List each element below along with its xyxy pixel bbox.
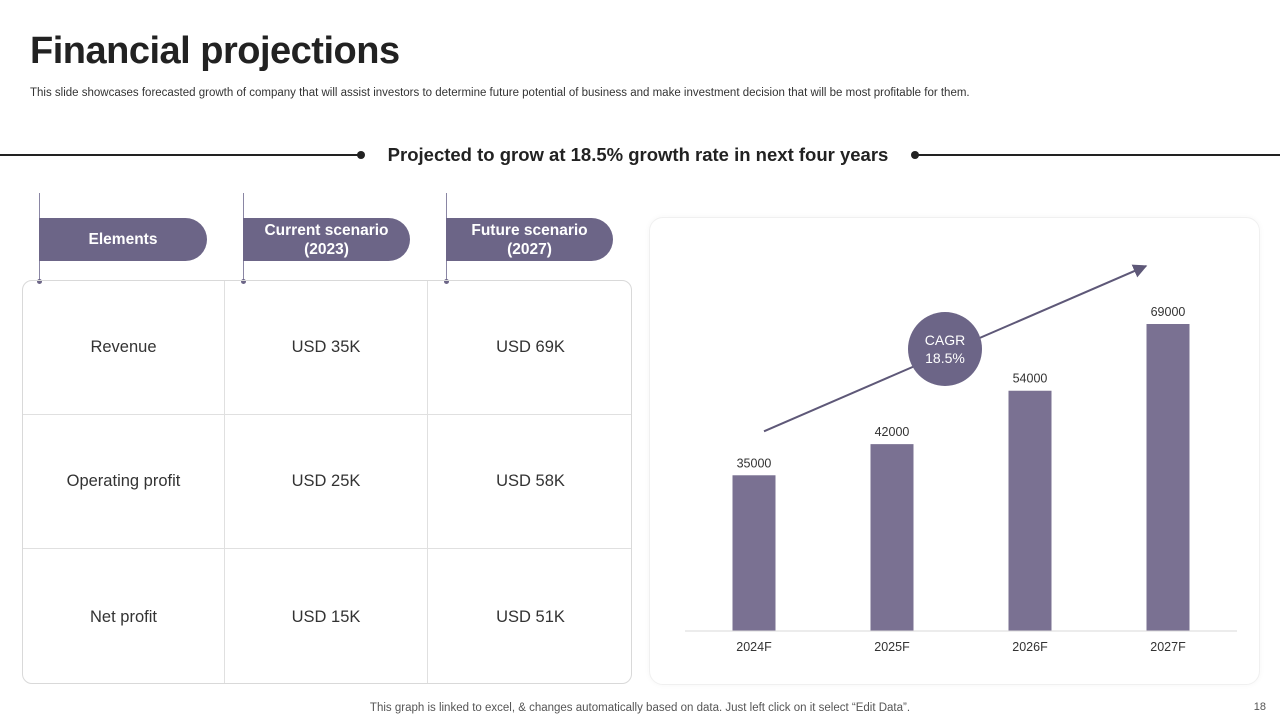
x-tick-label: 2027F: [1150, 640, 1186, 654]
bar-2024F: [732, 475, 776, 631]
banner-line-right: [915, 154, 1280, 156]
cagr-value: 18.5%: [925, 350, 965, 366]
projection-table: Revenue USD 35K USD 69K Operating profit…: [22, 280, 632, 684]
table-cell: USD 51K: [496, 607, 565, 626]
cagr-circle: [908, 312, 982, 386]
header-connector-dot: [241, 279, 246, 284]
growth-banner: Projected to grow at 18.5% growth rate i…: [387, 144, 889, 165]
table-cell: Revenue: [23, 281, 225, 414]
bar-2027F: [1146, 324, 1190, 631]
bar-chart[interactable]: 35000 2024F 42000 2025F 54000 2026F 69000 2027F…: [650, 218, 1261, 686]
banner-dot-left: [357, 151, 365, 159]
header-current-scenario: Current scenario (2023): [243, 218, 410, 261]
table-cell: USD 69K: [496, 338, 565, 356]
table-cell: Operating profit: [23, 415, 225, 548]
banner-line-left: [0, 154, 360, 156]
header-future-scenario: Future scenario (2027): [446, 218, 613, 261]
table-row: Operating profit USD 25K USD 58K: [23, 415, 631, 549]
header-elements: Elements: [39, 218, 207, 261]
data-label: 35000: [737, 456, 772, 470]
table-cell: USD 25K: [225, 415, 428, 548]
table-cell: USD 15K: [225, 549, 428, 683]
cagr-label: CAGR: [925, 332, 965, 348]
x-tick-label: 2024F: [736, 640, 772, 654]
bar-2025F: [870, 444, 914, 631]
bar-2026F: [1008, 390, 1052, 631]
page-subtitle: This slide showcases forecasted growth o…: [30, 87, 970, 99]
table-row: Net profit USD 15K USD 51K: [23, 549, 631, 683]
header-connector-dot: [444, 279, 449, 284]
data-label: 54000: [1013, 372, 1048, 386]
page-number: 18: [1253, 701, 1266, 713]
data-label: 69000: [1151, 305, 1186, 319]
table-cell: USD 35K: [225, 281, 428, 414]
header-connector-dot: [37, 279, 42, 284]
data-label: 42000: [875, 425, 910, 439]
footer-note: This graph is linked to excel, & changes…: [369, 702, 911, 714]
table-row: Revenue USD 35K USD 69K: [23, 281, 631, 415]
x-tick-label: 2025F: [874, 640, 910, 654]
table-cell: Net profit: [23, 549, 225, 683]
x-tick-label: 2026F: [1012, 640, 1048, 654]
chart-panel: 35000 2024F 42000 2025F 54000 2026F 69000 2027F…: [649, 217, 1260, 685]
table-cell: USD 58K: [496, 472, 565, 490]
page-title: Financial projections: [30, 30, 400, 72]
